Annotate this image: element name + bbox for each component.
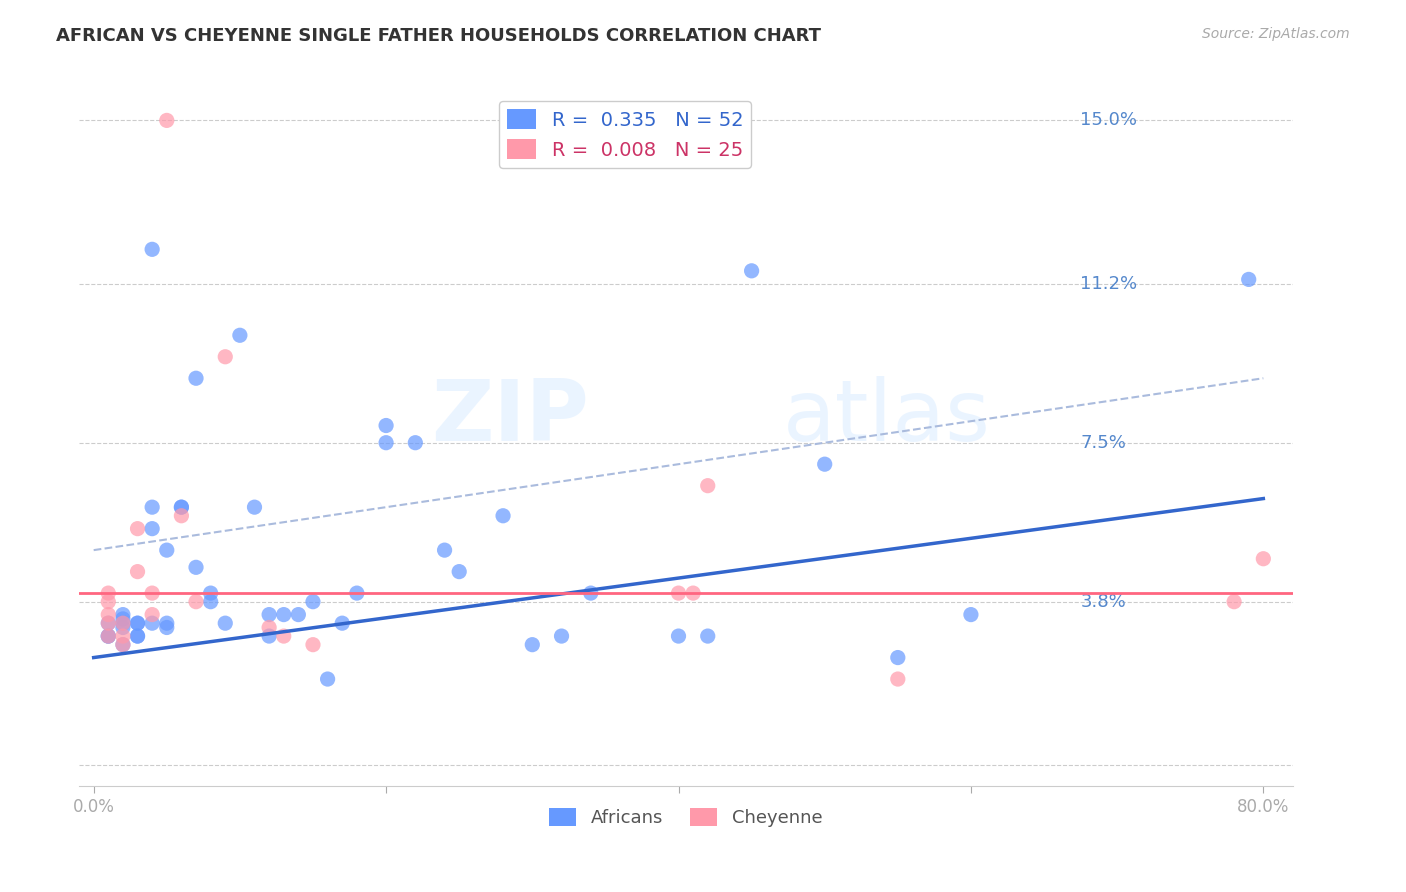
Point <box>141 586 163 600</box>
Legend: Africans, Cheyenne: Africans, Cheyenne <box>543 800 830 834</box>
Point <box>184 595 207 609</box>
Point <box>960 607 983 622</box>
Text: 3.8%: 3.8% <box>1080 592 1126 611</box>
Point <box>741 264 763 278</box>
Point <box>214 616 236 631</box>
Point <box>229 328 252 343</box>
Point <box>273 629 295 643</box>
Point <box>141 616 163 631</box>
Text: ZIP: ZIP <box>432 376 589 459</box>
Point <box>141 243 163 257</box>
Text: 11.2%: 11.2% <box>1080 275 1137 293</box>
Point <box>97 595 120 609</box>
Text: 7.5%: 7.5% <box>1080 434 1126 451</box>
Point <box>111 612 134 626</box>
Point <box>1237 272 1260 286</box>
Point <box>1253 551 1275 566</box>
Point <box>127 629 149 643</box>
Point <box>887 672 910 686</box>
Point <box>433 543 456 558</box>
Text: AFRICAN VS CHEYENNE SINGLE FATHER HOUSEHOLDS CORRELATION CHART: AFRICAN VS CHEYENNE SINGLE FATHER HOUSEH… <box>56 27 821 45</box>
Point <box>887 650 910 665</box>
Point <box>111 607 134 622</box>
Point <box>111 638 134 652</box>
Point <box>330 616 353 631</box>
Point <box>97 629 120 643</box>
Point <box>696 478 718 492</box>
Point <box>492 508 515 523</box>
Point <box>127 616 149 631</box>
Point <box>156 113 179 128</box>
Point <box>214 350 236 364</box>
Point <box>184 371 207 385</box>
Point <box>156 543 179 558</box>
Point <box>127 629 149 643</box>
Point <box>449 565 471 579</box>
Text: Source: ZipAtlas.com: Source: ZipAtlas.com <box>1202 27 1350 41</box>
Point <box>257 607 280 622</box>
Point <box>668 586 690 600</box>
Point <box>111 629 134 643</box>
Point <box>127 565 149 579</box>
Point <box>346 586 368 600</box>
Point <box>111 638 134 652</box>
Point <box>170 500 193 515</box>
Text: atlas: atlas <box>783 376 991 459</box>
Point <box>550 629 572 643</box>
Point <box>257 620 280 634</box>
Point <box>814 457 837 471</box>
Point <box>316 672 339 686</box>
Point <box>97 616 120 631</box>
Point <box>302 638 325 652</box>
Point <box>522 638 544 652</box>
Point <box>111 616 134 631</box>
Point <box>243 500 266 515</box>
Point <box>287 607 309 622</box>
Point <box>375 435 398 450</box>
Point <box>696 629 718 643</box>
Point <box>97 586 120 600</box>
Point <box>404 435 426 450</box>
Point <box>682 586 704 600</box>
Point <box>200 586 222 600</box>
Point <box>1223 595 1246 609</box>
Point <box>156 616 179 631</box>
Point <box>141 500 163 515</box>
Point <box>302 595 325 609</box>
Point <box>97 629 120 643</box>
Point <box>141 607 163 622</box>
Point <box>184 560 207 574</box>
Point <box>127 616 149 631</box>
Text: 15.0%: 15.0% <box>1080 112 1137 129</box>
Point <box>97 616 120 631</box>
Point <box>111 620 134 634</box>
Point <box>127 522 149 536</box>
Point <box>375 418 398 433</box>
Point <box>579 586 602 600</box>
Point <box>111 616 134 631</box>
Point <box>273 607 295 622</box>
Point <box>170 508 193 523</box>
Point <box>97 607 120 622</box>
Point <box>257 629 280 643</box>
Point <box>170 500 193 515</box>
Point <box>200 595 222 609</box>
Point <box>97 629 120 643</box>
Point <box>668 629 690 643</box>
Point <box>156 620 179 634</box>
Point <box>141 522 163 536</box>
